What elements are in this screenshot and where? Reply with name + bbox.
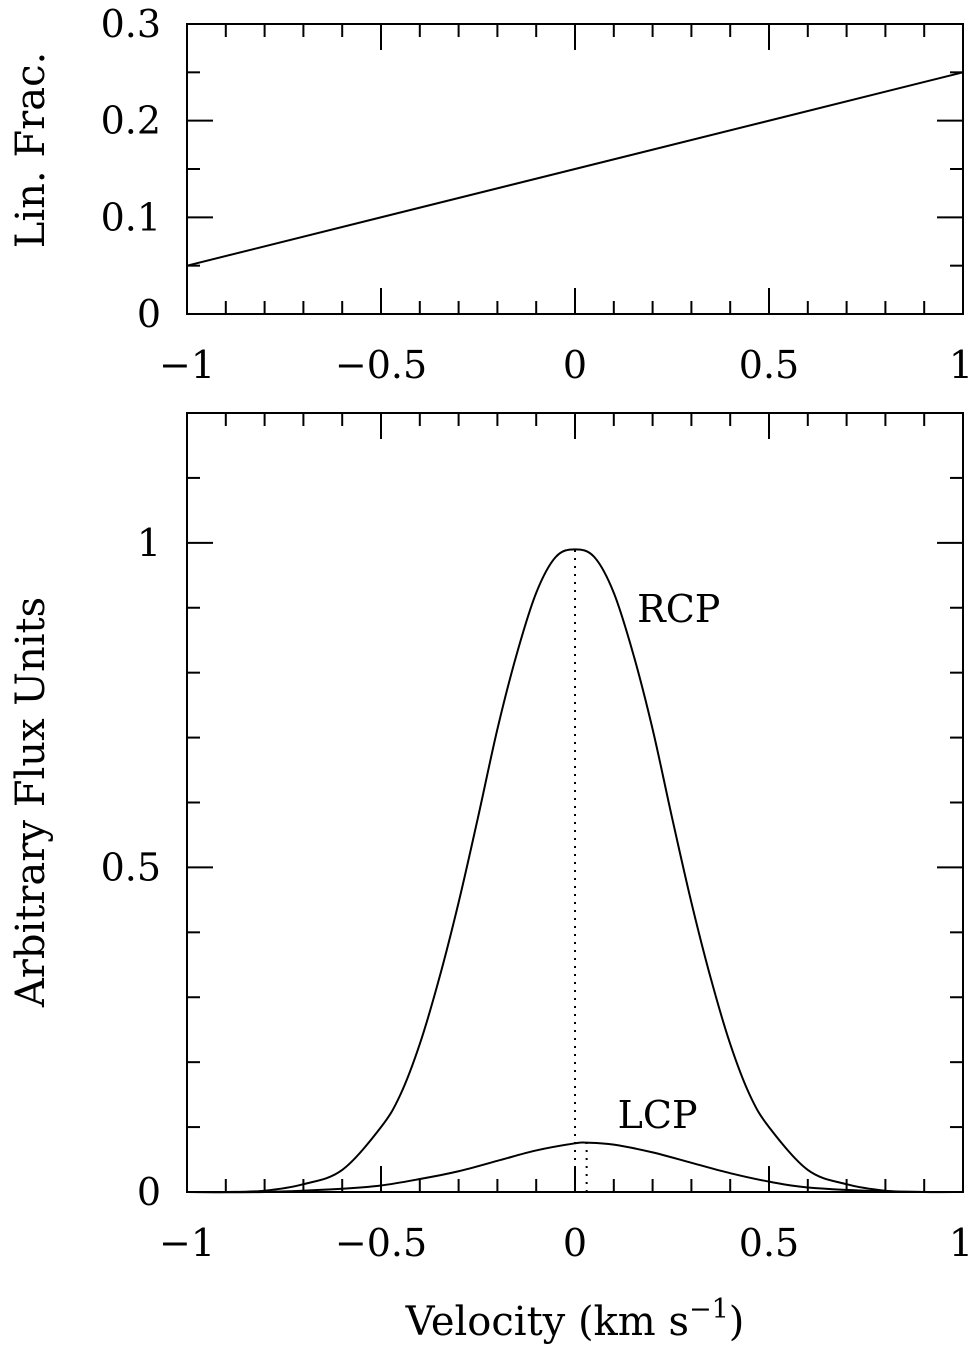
y-axis-label-top: Lin. Frac. bbox=[8, 52, 54, 248]
flux-panel: −1 −0.5 0 0.5 1 0 0.5 1 RCP LCP Arbitrary Flux U… bbox=[8, 412, 973, 1345]
ticks-bottom bbox=[186, 412, 964, 1193]
y-tick-label: 0.3 bbox=[101, 2, 161, 46]
x-tick-label: −1 bbox=[159, 1221, 215, 1265]
linear-fraction-line bbox=[186, 71, 964, 267]
x-tick-label: −0.5 bbox=[335, 343, 427, 387]
y-axis-label-bottom: Arbitrary Flux Units bbox=[8, 597, 54, 1008]
y-tick-label: 0.5 bbox=[101, 845, 161, 889]
x-tick-label: −0.5 bbox=[335, 1221, 427, 1265]
annotations: RCP LCP bbox=[618, 587, 721, 1137]
y-tick-label: 1 bbox=[137, 521, 161, 565]
x-tick-label: 0.5 bbox=[739, 343, 799, 387]
plot-frame-bottom bbox=[186, 412, 964, 1193]
y-tick-label: 0.2 bbox=[101, 99, 161, 143]
x-tick-label: 0.5 bbox=[739, 1221, 799, 1265]
lcp-curve bbox=[186, 1141, 964, 1194]
rcp-curve bbox=[186, 548, 964, 1194]
x-axis-label-suffix: ) bbox=[729, 1299, 745, 1345]
series-bottom bbox=[186, 548, 964, 1194]
x-tick-label: 0 bbox=[563, 343, 587, 387]
tick-labels-top: −1 −0.5 0 0.5 1 0 0.1 0.2 0.3 bbox=[101, 2, 973, 387]
tick-labels-bottom: −1 −0.5 0 0.5 1 0 0.5 1 bbox=[101, 521, 973, 1265]
x-tick-label: 0 bbox=[563, 1221, 587, 1265]
y-tick-label: 0 bbox=[137, 292, 161, 336]
x-axis-label: Velocity (km s−1) bbox=[405, 1294, 745, 1345]
x-tick-label: −1 bbox=[159, 343, 215, 387]
linear-fraction-panel: −1 −0.5 0 0.5 1 0 0.1 0.2 0.3 Lin. Frac. bbox=[8, 2, 973, 387]
reference-lines bbox=[574, 549, 588, 1192]
lcp-label: LCP bbox=[618, 1093, 698, 1137]
y-tick-label: 0.1 bbox=[101, 195, 161, 239]
x-axis-label-main: Velocity (km s bbox=[405, 1299, 689, 1345]
ticks-top bbox=[186, 23, 964, 315]
x-tick-label: 1 bbox=[949, 1221, 973, 1265]
series-top bbox=[186, 71, 964, 267]
y-tick-label: 0 bbox=[137, 1170, 161, 1214]
x-tick-label: 1 bbox=[949, 343, 973, 387]
x-axis-label-superscript: −1 bbox=[689, 1294, 729, 1325]
rcp-label: RCP bbox=[637, 587, 720, 631]
